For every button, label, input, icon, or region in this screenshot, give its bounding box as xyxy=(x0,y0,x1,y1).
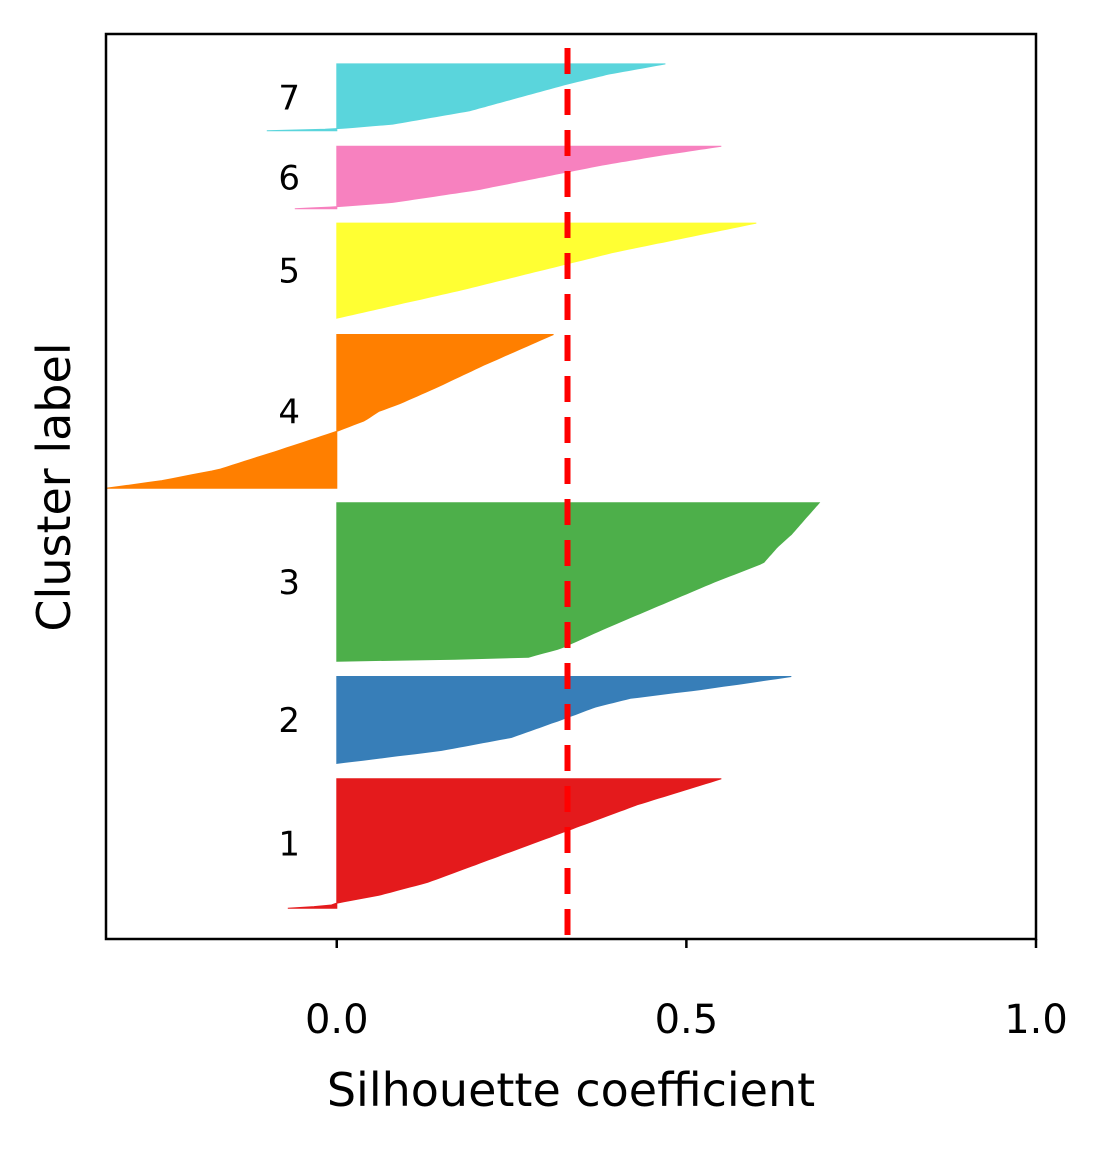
y-axis-title: Cluster label xyxy=(27,342,81,631)
x-tick-label: 1.0 xyxy=(1004,997,1068,1043)
cluster-6-silhouette xyxy=(294,145,722,210)
cluster-1-silhouette xyxy=(287,778,722,909)
x-tick-label: 0.0 xyxy=(305,997,369,1043)
cluster-4-silhouette xyxy=(105,334,554,489)
cluster-2-silhouette xyxy=(336,676,792,764)
plot-frame xyxy=(104,32,1038,941)
cluster-label-1: 1 xyxy=(278,825,300,865)
cluster-label-2: 2 xyxy=(278,701,300,741)
cluster-label-5: 5 xyxy=(278,252,300,292)
clusters-layer xyxy=(105,63,821,909)
x-tick-label: 0.5 xyxy=(655,997,719,1043)
x-axis-title: Silhouette coefficient xyxy=(327,1063,815,1117)
cluster-label-4: 4 xyxy=(278,392,300,432)
x-axis-ticks: 0.0 0.5 1.0 xyxy=(305,939,1068,1043)
cluster-label-3: 3 xyxy=(278,563,300,603)
cluster-3-silhouette xyxy=(336,502,821,662)
cluster-labels-layer: 1 2 3 4 5 6 7 xyxy=(278,78,300,864)
cluster-label-7: 7 xyxy=(278,78,300,118)
cluster-label-6: 6 xyxy=(278,158,300,198)
cluster-7-silhouette xyxy=(266,63,666,132)
cluster-5-silhouette xyxy=(336,222,757,319)
